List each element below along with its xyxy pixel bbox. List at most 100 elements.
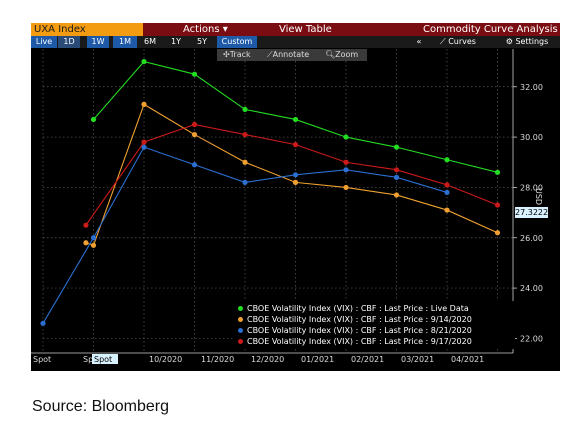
data-point: [83, 222, 89, 228]
legend-item: CBOE Volatility Index (VIX) : CBF : Last…: [238, 325, 472, 336]
data-point: [292, 172, 299, 178]
data-point: [494, 202, 501, 208]
data-point: [343, 184, 349, 191]
data-point: [191, 121, 198, 128]
data-point: [242, 159, 248, 165]
data-point: [343, 134, 349, 140]
y-tick-label: 28.00: [520, 183, 543, 192]
x-tick-label: 12/2020: [251, 355, 284, 364]
legend-item: CBOE Volatility Index (VIX) : CBF : Last…: [238, 336, 472, 347]
data-point: [191, 71, 198, 77]
legend-marker: [238, 317, 243, 322]
view-table-label: View Table: [279, 24, 332, 35]
data-point: [141, 101, 147, 107]
x-tick-label: 03/2021: [401, 355, 434, 364]
data-point: [393, 192, 400, 198]
legend: CBOE Volatility Index (VIX) : CBF : Last…: [234, 301, 515, 349]
collapse-button[interactable]: «: [416, 37, 422, 46]
data-point: [141, 144, 147, 150]
x-tick-label: 11/2020: [201, 355, 234, 364]
x-tick-label: 01/2021: [301, 355, 334, 364]
view-table-button[interactable]: View Table: [279, 23, 332, 36]
legend-item: CBOE Volatility Index (VIX) : CBF : Last…: [238, 314, 472, 325]
annotate-tool[interactable]: ⟋ Annotate: [267, 50, 310, 59]
zoom-label: Zoom: [335, 50, 359, 59]
data-point: [444, 157, 450, 163]
series-line: [85, 123, 498, 226]
last-value-tag: 27.3222: [515, 207, 549, 218]
y-tick-label: 32.00: [520, 83, 543, 92]
legend-marker: [238, 339, 243, 344]
actions-label: Actions ▾: [183, 24, 228, 35]
data-point: [343, 167, 349, 173]
data-point: [444, 207, 450, 213]
x-tick-label: 02/2021: [351, 355, 384, 364]
timeframe-1y[interactable]: 1Y: [171, 37, 181, 46]
legend-label: CBOE Volatility Index (VIX) : CBF : Last…: [247, 315, 472, 324]
annotate-label: Annotate: [272, 50, 310, 59]
data-point: [191, 131, 198, 138]
data-point: [242, 106, 248, 112]
timeframe-custom[interactable]: Custom: [217, 36, 257, 48]
legend-label: CBOE Volatility Index (VIX) : CBF : Last…: [247, 326, 472, 335]
y-tick-label: 26.00: [520, 234, 543, 243]
y-tick-label: 22.00: [520, 334, 543, 343]
data-point: [90, 116, 97, 123]
data-point: [292, 116, 299, 123]
data-point: [494, 169, 501, 175]
timeframe-5y[interactable]: 5Y: [197, 37, 207, 46]
data-point: [494, 230, 501, 236]
timeframe-live[interactable]: Live: [31, 36, 57, 48]
chart-tools-bar: ✣ Track ⟋ Annotate 🔍︎ Zoom: [217, 49, 367, 61]
x-tick-label: Spot: [94, 355, 112, 364]
timeframe-1m[interactable]: 1M: [113, 36, 137, 48]
curves-label: Curves: [448, 37, 476, 46]
timeframe-1d[interactable]: 1D: [58, 36, 80, 48]
settings-label: Settings: [515, 37, 549, 46]
data-point: [444, 182, 450, 188]
x-tick-label: Sp: [83, 355, 93, 364]
title-bar: UXA Index Actions ▾ View Table Commodity…: [31, 23, 560, 36]
data-point: [343, 159, 349, 165]
source-caption: Source: Bloomberg: [32, 398, 169, 415]
y-tick-label: 30.00: [520, 133, 543, 142]
legend-marker: [238, 306, 243, 311]
window-title: Commodity Curve Analysis: [423, 24, 558, 35]
actions-menu-button[interactable]: Actions ▾: [183, 23, 228, 36]
legend-marker: [238, 328, 243, 333]
ticker-field[interactable]: UXA Index: [31, 23, 143, 36]
curves-button[interactable]: ⟋ Curves: [435, 36, 481, 48]
legend-item: CBOE Volatility Index (VIX) : CBF : Last…: [238, 303, 469, 314]
zoom-tool[interactable]: 🔍︎ Zoom: [325, 50, 359, 59]
legend-label: CBOE Volatility Index (VIX) : CBF : Last…: [247, 337, 472, 346]
track-tool[interactable]: ✣ Track: [223, 50, 251, 59]
legend-label: CBOE Volatility Index (VIX) : CBF : Last…: [247, 304, 469, 313]
gear-icon: ⚙: [505, 37, 516, 46]
timeframe-toolbar: Live 1D 1W 1M 6M 1Y 5Y Custom « ⟋ Curves…: [31, 36, 560, 48]
data-point: [393, 144, 400, 150]
data-point: [90, 235, 97, 241]
x-tick-highlight: [92, 354, 118, 364]
data-point: [90, 242, 97, 248]
data-point: [444, 189, 450, 196]
y-tick-label: 24.00: [520, 284, 543, 293]
data-point: [141, 139, 147, 145]
data-point: [292, 179, 299, 185]
settings-button[interactable]: ⚙ Settings: [501, 36, 553, 48]
data-point: [292, 142, 299, 148]
x-tick-label: Spot: [33, 355, 51, 364]
data-point: [40, 320, 46, 326]
y-axis-label: USD: [534, 188, 543, 206]
bloomberg-terminal-window: UXA Index Actions ▾ View Table Commodity…: [31, 23, 560, 371]
x-tick-label: 10/2020: [149, 355, 182, 364]
x-tick-label: 04/2021: [451, 355, 484, 364]
timeframe-6m[interactable]: 6M: [144, 37, 156, 46]
data-point: [242, 131, 248, 138]
data-point: [393, 167, 400, 173]
data-point: [191, 162, 198, 168]
data-point: [141, 58, 147, 65]
data-point: [83, 240, 89, 246]
data-point: [242, 179, 248, 185]
timeframe-1w[interactable]: 1W: [87, 36, 109, 48]
